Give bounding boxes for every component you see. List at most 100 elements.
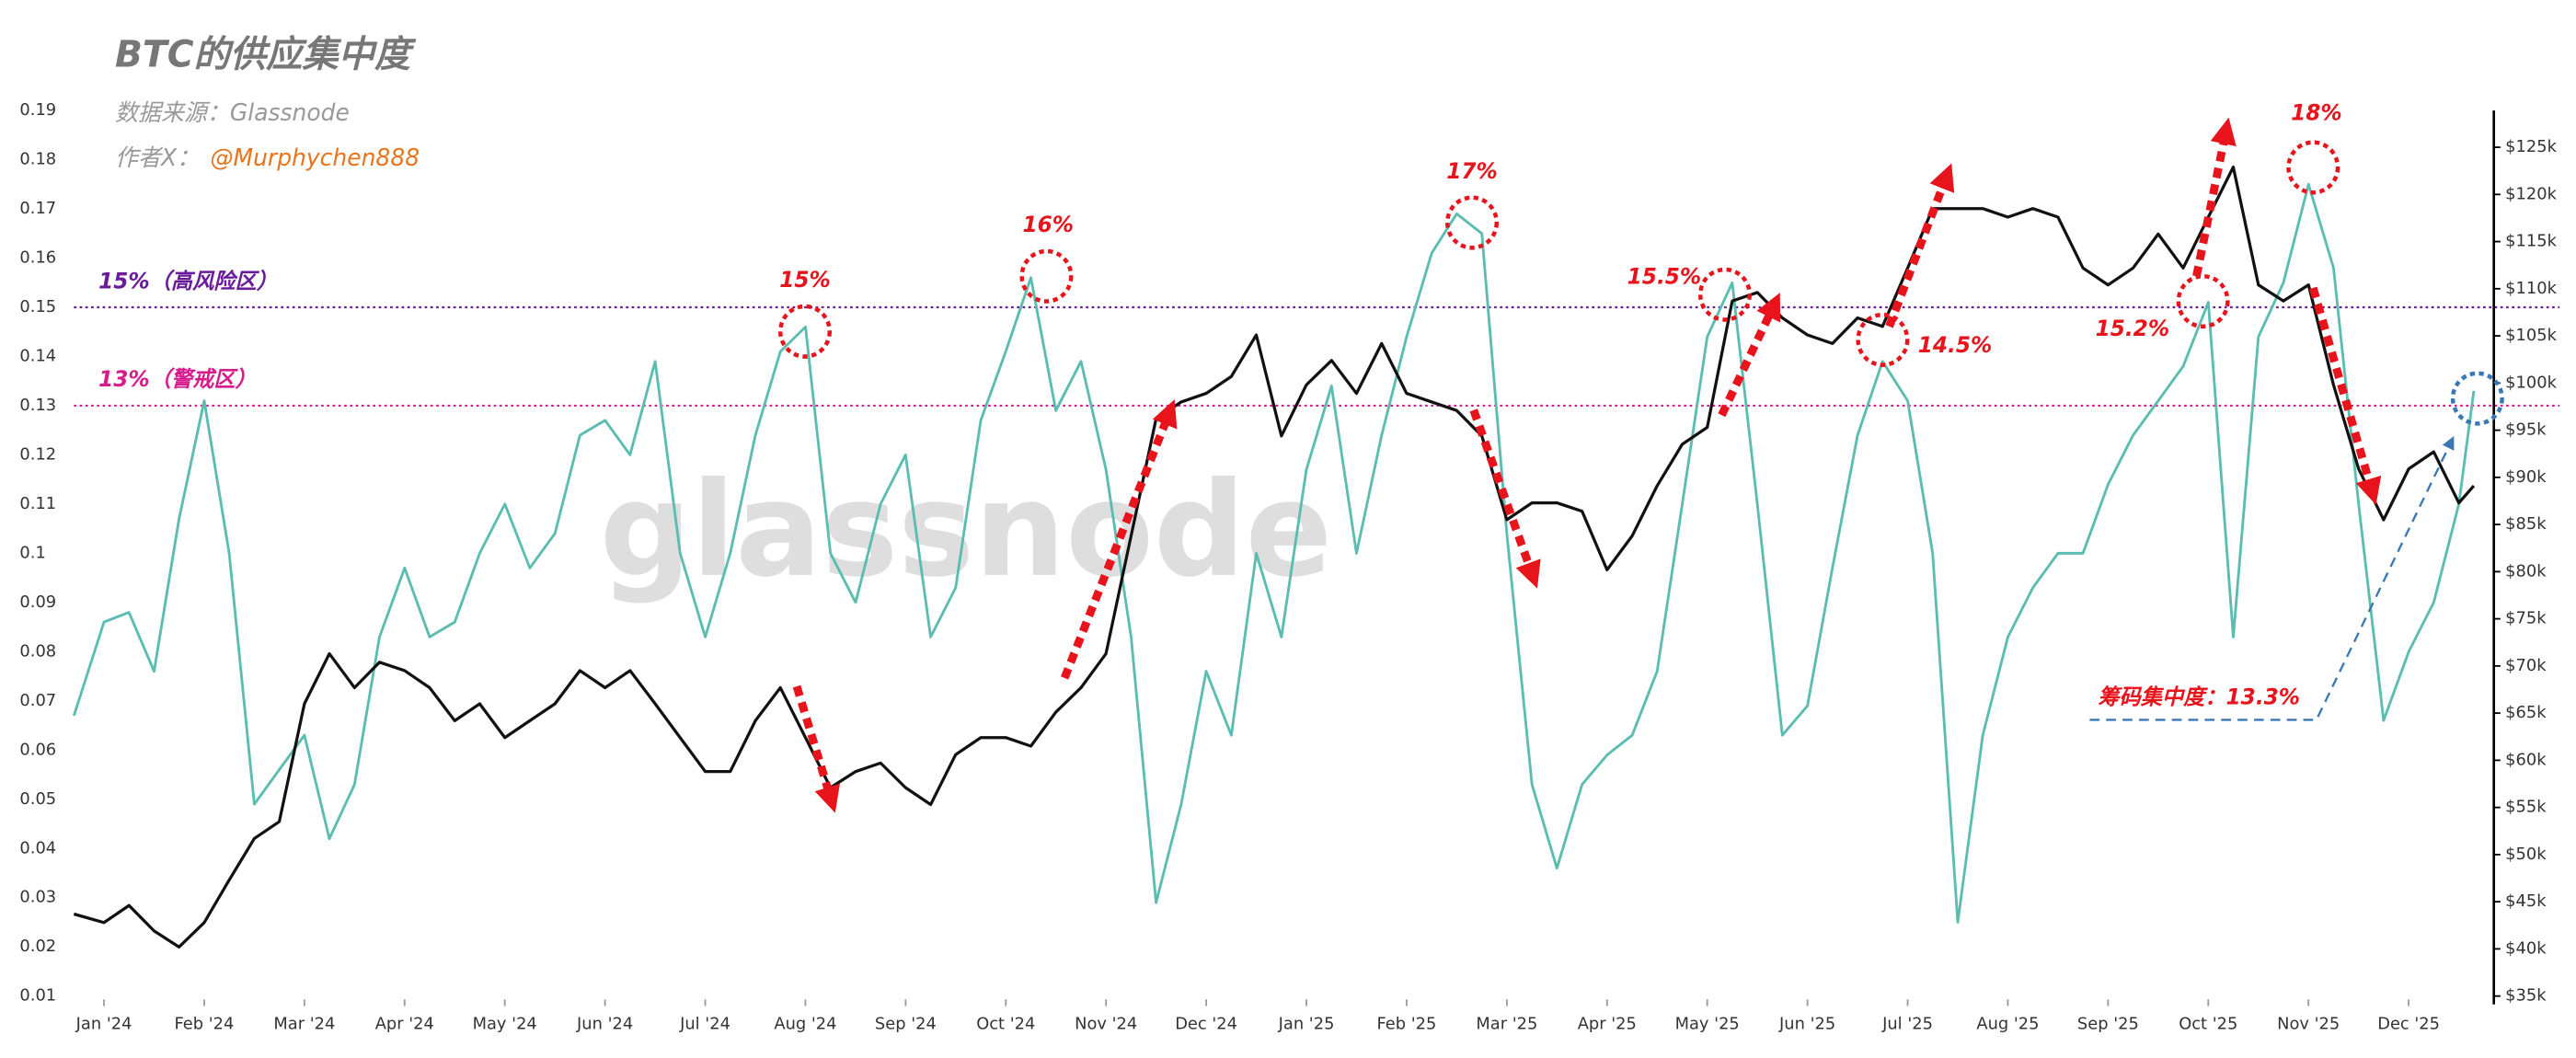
x-tick-label: May '25 xyxy=(1675,1014,1740,1033)
blue-arrow xyxy=(2089,436,2455,721)
arrow xyxy=(1885,163,1955,328)
y2-tick-label: $85k xyxy=(2505,514,2547,534)
x-tick-label: Jan '24 xyxy=(75,1014,132,1033)
y-tick-label: 0.13 xyxy=(19,396,56,415)
x-tick-label: Feb '25 xyxy=(1377,1014,1437,1033)
plot-root: glassnode BTC的供应集中度 数据来源：Glassnode 作者X： … xyxy=(19,33,2560,1034)
y2-tick-label: $60k xyxy=(2505,750,2547,769)
circle xyxy=(777,304,833,359)
x-tick-label: Aug '24 xyxy=(774,1014,836,1033)
x-tick-label: Oct '24 xyxy=(976,1014,1035,1033)
y-tick-label: 0.11 xyxy=(19,494,56,513)
x-tick-label: Nov '25 xyxy=(2277,1014,2340,1033)
y2-tick-label: $40k xyxy=(2505,938,2547,958)
y2-tick-label: $75k xyxy=(2505,609,2547,628)
circle xyxy=(2286,140,2340,195)
author-label: 作者X： xyxy=(115,144,200,171)
annotation: 17% xyxy=(1446,158,1498,184)
y2-tick-label: $70k xyxy=(2505,656,2547,675)
y2-tick-label: $80k xyxy=(2505,561,2547,581)
y2-tick-label: $45k xyxy=(2505,891,2547,911)
x-tick-label: Aug '25 xyxy=(1976,1014,2039,1033)
y2-tick-label: $105k xyxy=(2505,326,2557,345)
x-tick-label: Apr '25 xyxy=(1578,1014,1637,1033)
arrow xyxy=(1060,399,1178,680)
y-tick-label: 0.08 xyxy=(19,641,56,661)
x-tick-label: Mar '24 xyxy=(273,1014,335,1033)
x-tick-label: Sep '24 xyxy=(875,1014,937,1033)
x-tick-label: Jul '24 xyxy=(679,1014,730,1033)
y-tick-label: 0.09 xyxy=(19,592,56,612)
x-tick-label: Sep '25 xyxy=(2077,1014,2139,1033)
y2-tick-label: $50k xyxy=(2505,845,2547,864)
chart-title: BTC的供应集中度 xyxy=(115,33,417,75)
y2-tick-label: $100k xyxy=(2505,373,2557,392)
annotation: 16% xyxy=(1023,212,1075,237)
y2-tick-label: $110k xyxy=(2505,279,2557,298)
annotation: 筹码集中度：13.3% xyxy=(2098,684,2300,709)
source: 数据来源：Glassnode xyxy=(115,99,350,126)
x-tick-label: Jun '25 xyxy=(1778,1014,1835,1033)
series-line xyxy=(72,182,2476,924)
y-tick-label: 0.18 xyxy=(19,149,56,168)
y-tick-label: 0.16 xyxy=(19,247,56,267)
y-tick-label: 0.1 xyxy=(19,543,45,562)
circle xyxy=(1856,312,1910,367)
x-tick-label: Nov '24 xyxy=(1075,1014,1137,1033)
circles xyxy=(777,140,2340,367)
annotation: 15.5% xyxy=(1627,263,1701,289)
x-tick-label: Apr '24 xyxy=(375,1014,434,1033)
y2-tick-label: $95k xyxy=(2505,420,2547,439)
annotation: 15.2% xyxy=(2096,316,2169,341)
y2-tick-label: $115k xyxy=(2505,231,2557,250)
circle xyxy=(2176,273,2230,329)
y-tick-label: 0.15 xyxy=(19,297,56,316)
y2-tick-label: $55k xyxy=(2505,798,2547,817)
watermark: glassnode xyxy=(600,454,1332,607)
y-tick-label: 0.06 xyxy=(19,740,56,759)
y-tick-label: 0.19 xyxy=(19,100,56,120)
y-tick-label: 0.07 xyxy=(19,691,56,710)
y-tick-label: 0.03 xyxy=(19,888,56,907)
arrow xyxy=(792,684,840,813)
x-tick-label: Oct '25 xyxy=(2179,1014,2237,1033)
arrow xyxy=(2192,117,2237,278)
blue-circle xyxy=(2450,371,2504,426)
y2-tick-label: $90k xyxy=(2505,467,2547,487)
y-tick-label: 0.04 xyxy=(19,838,56,857)
y-tick-label: 0.01 xyxy=(19,986,56,1006)
x-tick-label: Dec '25 xyxy=(2377,1014,2440,1033)
x-tick-label: Dec '24 xyxy=(1175,1014,1237,1033)
circle xyxy=(1697,267,1753,322)
x-tick-label: May '24 xyxy=(473,1014,537,1033)
y-tick-label: 0.02 xyxy=(19,937,56,956)
arrows xyxy=(792,117,2382,813)
x-tick-label: Jul '25 xyxy=(1881,1014,1933,1033)
y-tick-label: 0.05 xyxy=(19,789,56,809)
circle xyxy=(1019,248,1074,304)
x-tick-label: Jun '24 xyxy=(576,1014,633,1033)
y2-tick-label: $120k xyxy=(2505,184,2557,203)
annotation: 15% xyxy=(779,267,831,293)
x-tick-label: Mar '25 xyxy=(1476,1014,1537,1033)
annotation: 14.5% xyxy=(1918,332,1992,358)
y2-tick-label: $35k xyxy=(2505,986,2547,1006)
annotation: 18% xyxy=(2291,99,2342,125)
x-tick-label: Feb '24 xyxy=(175,1014,235,1033)
arrow xyxy=(2308,286,2382,505)
series-line xyxy=(73,165,2476,949)
y-tick-label: 0.12 xyxy=(19,444,56,464)
y-tick-label: 0.17 xyxy=(19,199,56,218)
author-handle: @Murphychen888 xyxy=(211,144,420,171)
y2-tick-label: $125k xyxy=(2505,137,2557,156)
circle xyxy=(1444,195,1500,250)
reference-label: 15%（高风险区） xyxy=(98,268,278,293)
arrow xyxy=(1718,293,1781,418)
y2-tick-label: $65k xyxy=(2505,703,2547,722)
x-tick-label: Jan '25 xyxy=(1278,1014,1335,1033)
y-tick-label: 0.14 xyxy=(19,346,56,365)
arrow xyxy=(1469,408,1541,589)
reference-label: 13%（警戒区） xyxy=(98,366,257,392)
